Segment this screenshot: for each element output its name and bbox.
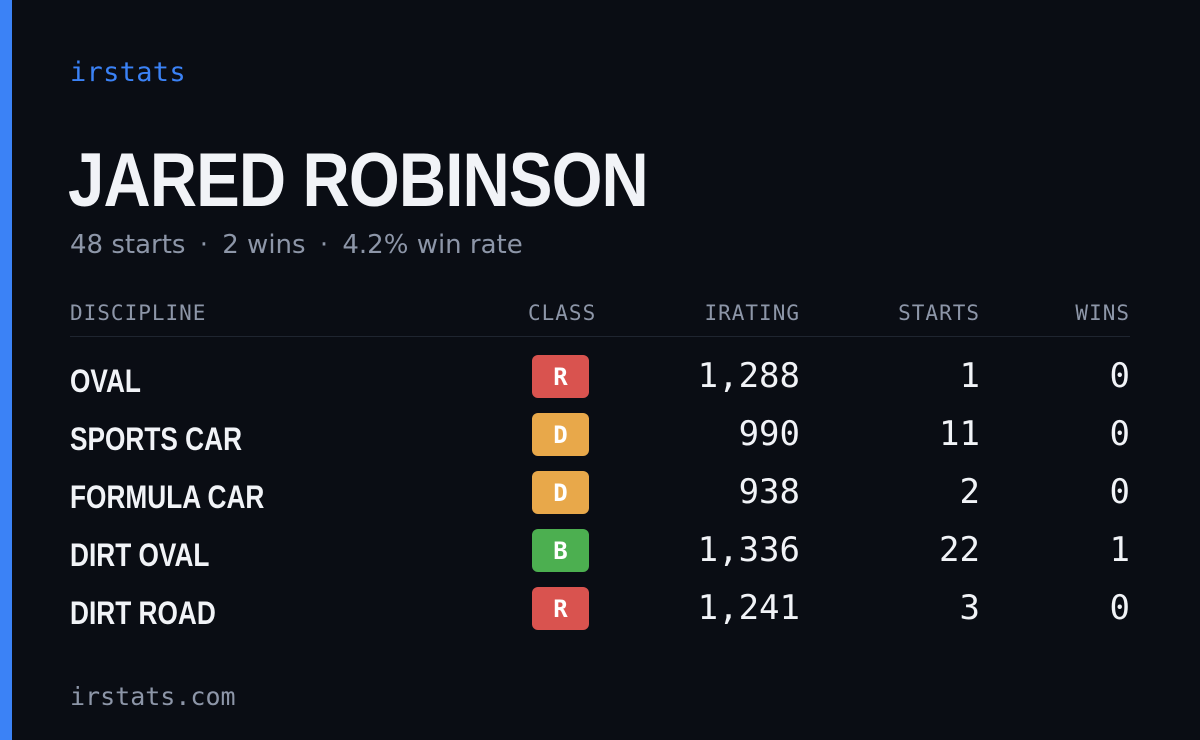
- summary-win-rate: 4.2% win rate: [342, 230, 523, 260]
- table-row: DIRT OVAL B 1,336 22 1: [70, 527, 1130, 585]
- player-name: JARED ROBINSON: [68, 138, 649, 223]
- summary-wins: 2 wins: [222, 230, 306, 260]
- header-class: CLASS: [528, 301, 597, 325]
- summary-separator: ·: [199, 230, 208, 260]
- starts-value: 3: [959, 588, 980, 628]
- irating-value: 990: [738, 414, 800, 454]
- irating-value: 938: [738, 472, 800, 512]
- wins-value: 0: [1109, 472, 1130, 512]
- discipline-table: DISCIPLINE CLASS IRATING STARTS WINS OVA…: [70, 296, 1130, 643]
- class-badge: R: [532, 355, 589, 398]
- class-badge: D: [532, 413, 589, 456]
- discipline-name: DIRT ROAD: [70, 595, 216, 631]
- summary-separator: ·: [319, 230, 329, 260]
- starts-value: 11: [939, 414, 980, 454]
- brand-logo-text: irstats: [70, 57, 186, 88]
- wins-value: 1: [1109, 530, 1130, 570]
- class-badge: B: [532, 529, 589, 572]
- discipline-name: SPORTS CAR: [70, 421, 243, 457]
- header-starts: STARTS: [898, 301, 980, 325]
- table-row: FORMULA CAR D 938 2 0: [70, 469, 1130, 527]
- starts-value: 2: [959, 472, 980, 512]
- table-header: DISCIPLINE CLASS IRATING STARTS WINS: [70, 296, 1130, 337]
- accent-bar: [0, 0, 12, 740]
- discipline-name: DIRT OVAL: [70, 537, 210, 573]
- discipline-name: FORMULA CAR: [70, 479, 265, 515]
- table-row: OVAL R 1,288 1 0: [70, 353, 1130, 411]
- table-row: DIRT ROAD R 1,241 3 0: [70, 585, 1130, 643]
- wins-value: 0: [1109, 356, 1130, 396]
- footer-url: irstats.com: [70, 682, 236, 711]
- starts-value: 1: [959, 356, 980, 396]
- wins-value: 0: [1109, 414, 1130, 454]
- discipline-name: OVAL: [70, 363, 141, 399]
- header-discipline: DISCIPLINE: [70, 301, 207, 325]
- irating-value: 1,241: [697, 588, 800, 628]
- summary-starts: 48 starts: [70, 230, 186, 260]
- table-body: OVAL R 1,288 1 0 SPORTS CAR D 990 11 0 F…: [70, 337, 1130, 643]
- header-wins: WINS: [1075, 301, 1130, 325]
- starts-value: 22: [939, 530, 980, 570]
- player-summary: 48 starts · 2 wins · 4.2% win rate: [70, 228, 523, 262]
- table-row: SPORTS CAR D 990 11 0: [70, 411, 1130, 469]
- class-badge: R: [532, 587, 589, 630]
- irating-value: 1,336: [697, 530, 800, 570]
- irating-value: 1,288: [697, 356, 800, 396]
- class-badge: D: [532, 471, 589, 514]
- header-irating: IRATING: [704, 301, 800, 325]
- wins-value: 0: [1109, 588, 1130, 628]
